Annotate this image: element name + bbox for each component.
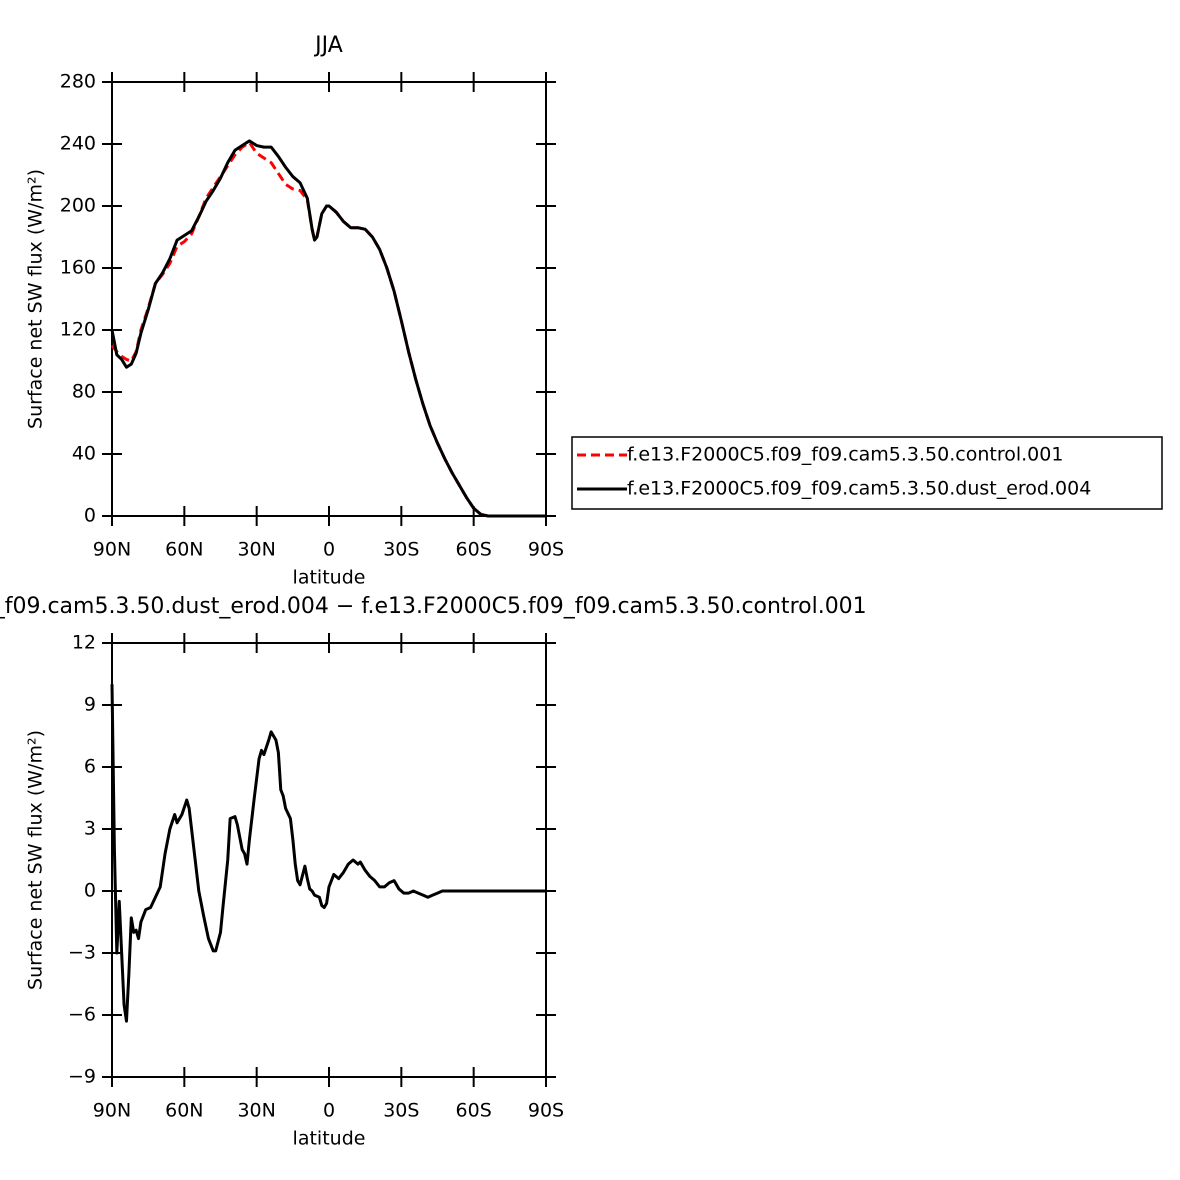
- x-tick-label: 60S: [456, 1100, 492, 1122]
- legend-box: [571, 436, 1163, 510]
- x-tick-label: 0: [323, 539, 335, 561]
- y-tick-label: 240: [60, 133, 96, 155]
- plot-frame: [111, 81, 547, 517]
- chart-title: JJA: [313, 33, 343, 58]
- x-tick-label: 90N: [93, 539, 131, 561]
- y-tick-label: −9: [68, 1066, 96, 1088]
- y-tick-label: 200: [60, 195, 96, 217]
- y-tick-label: 80: [72, 381, 96, 403]
- y-tick-label: 160: [60, 257, 96, 279]
- x-tick-label: 60N: [165, 539, 203, 561]
- line-series: [110, 140, 546, 518]
- chart-title: f.e13.F2000C5.f09_f09.cam5.3.50.dust_ero…: [0, 594, 867, 619]
- x-tick-label: 60S: [456, 539, 492, 561]
- y-tick-label: 3: [84, 818, 96, 840]
- x-axis-label: latitude: [293, 567, 366, 589]
- y-tick-label: 9: [84, 694, 96, 716]
- x-tick-label: 90N: [93, 1100, 131, 1122]
- x-tick-label: 90S: [528, 539, 564, 561]
- x-tick-label: 60N: [165, 1100, 203, 1122]
- y-tick-label: −6: [68, 1004, 96, 1026]
- x-tick-label: 30N: [237, 1100, 275, 1122]
- y-tick-label: 40: [72, 443, 96, 465]
- y-tick-label: 0: [84, 505, 96, 527]
- legend-label: f.e13.F2000C5.f09_f09.cam5.3.50.dust_ero…: [627, 478, 1091, 500]
- line-series: [110, 139, 546, 518]
- y-tick-label: −3: [68, 942, 96, 964]
- y-tick-label: 6: [84, 756, 96, 778]
- x-axis-label: latitude: [293, 1128, 366, 1150]
- x-tick-label: 0: [323, 1100, 335, 1122]
- line-series: [110, 684, 546, 1023]
- y-tick-label: 12: [72, 632, 96, 654]
- plot-frame: [111, 642, 547, 1078]
- y-tick-label: 0: [84, 880, 96, 902]
- legend-label: f.e13.F2000C5.f09_f09.cam5.3.50.control.…: [627, 444, 1063, 466]
- x-tick-label: 30S: [383, 539, 419, 561]
- y-axis-label: Surface net SW flux (W/m²): [25, 730, 47, 990]
- y-tick-label: 280: [60, 71, 96, 93]
- y-tick-label: 120: [60, 319, 96, 341]
- x-tick-label: 90S: [528, 1100, 564, 1122]
- x-tick-label: 30N: [237, 539, 275, 561]
- y-axis-label: Surface net SW flux (W/m²): [25, 169, 47, 429]
- x-tick-label: 30S: [383, 1100, 419, 1122]
